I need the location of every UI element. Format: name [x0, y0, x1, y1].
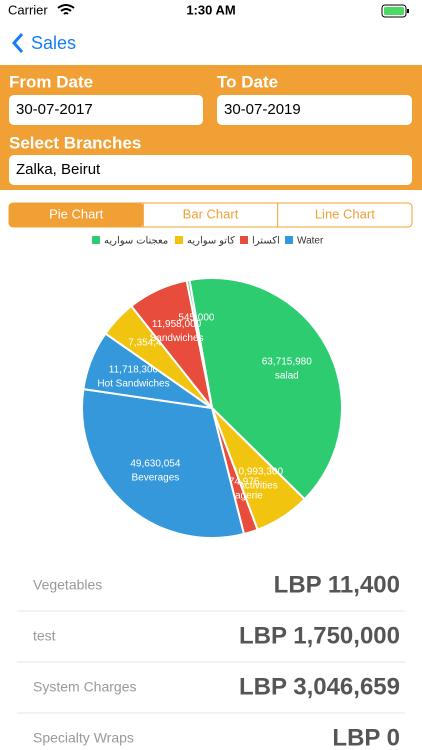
wifi-icon [57, 4, 75, 15]
legend-label: اكسترا [252, 236, 280, 247]
branches-input[interactable] [9, 155, 412, 185]
branches-label: Select Branches [9, 133, 141, 152]
clock: 1:30 AM [186, 2, 235, 17]
slice-value: 10,993,300 [233, 467, 283, 478]
from-value: 30-07-2017 [16, 101, 93, 118]
legend-swatch [175, 236, 183, 244]
from-label: From Date [9, 72, 93, 91]
to-value: 30-07-2019 [224, 101, 301, 118]
slice-category: Fromagerie [212, 490, 264, 501]
slice-value: 7,354,487 [128, 338, 173, 349]
slice-value: 545,000 [178, 313, 215, 324]
to-label: To Date [217, 72, 278, 91]
back-button[interactable]: Sales [31, 33, 76, 53]
pie-slice [185, 278, 213, 409]
slice-value: 11,958,000 [152, 319, 202, 330]
legend-label: معجنات سواريه [104, 236, 168, 247]
tab-label[interactable]: Line Chart [315, 206, 375, 221]
tab-selected[interactable] [9, 203, 144, 227]
legend-swatch [92, 236, 100, 244]
slice-category: Activities [238, 481, 277, 492]
row-amount: LBP 3,046,659 [239, 673, 400, 700]
battery-level [384, 7, 404, 15]
legend-swatch [285, 236, 293, 244]
row-name: Vegetables [33, 577, 102, 593]
row-amount: LBP 1,750,000 [239, 622, 400, 649]
from-input[interactable] [9, 95, 203, 125]
slice-category: Sandwiches [150, 333, 204, 344]
slice-category: Hot Sandwiches [97, 378, 169, 389]
branches-value: Zalka, Beirut [16, 161, 101, 178]
carrier: Carrier [8, 2, 48, 17]
legend-label: كاتو سواريه [187, 236, 235, 247]
battery-tip [407, 9, 409, 13]
row-name: System Charges [33, 679, 136, 695]
pie-slice [188, 277, 343, 501]
slice-value: 49,630,054 [130, 458, 180, 469]
slice-value: 63,715,980 [262, 356, 312, 367]
to-input[interactable] [217, 95, 412, 125]
battery [381, 4, 407, 18]
row-name: test [33, 628, 56, 644]
row-amount: LBP 11,400 [274, 571, 400, 598]
slice-category: salad [275, 370, 299, 381]
row-amount: LBP 0 [332, 724, 400, 750]
slice-value: 11,718,300 [109, 364, 159, 375]
slice-value: 2,774,976 [215, 476, 260, 487]
legend-swatch [240, 236, 248, 244]
tab-label[interactable]: Pie Chart [49, 206, 104, 221]
back-chevron[interactable] [11, 33, 24, 53]
pie-slice [81, 387, 246, 539]
tab-label[interactable]: Bar Chart [183, 206, 239, 221]
legend-label: Water [297, 236, 324, 247]
row-name: Specialty Wraps [33, 730, 134, 746]
slice-category: Beverages [131, 472, 179, 483]
